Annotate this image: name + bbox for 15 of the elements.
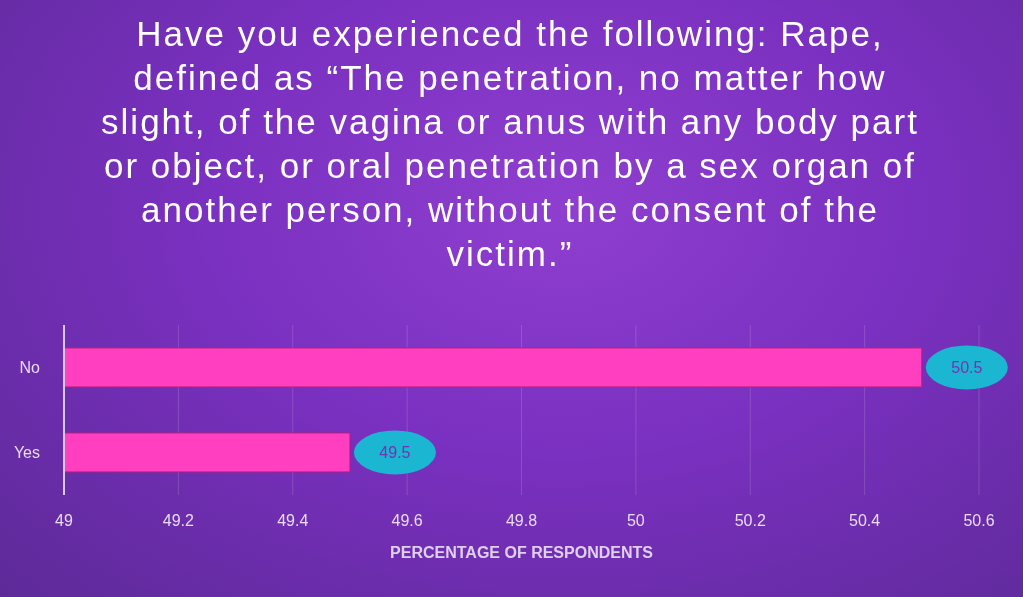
y-tick-label: No <box>19 359 41 377</box>
x-tick-label: 49.2 <box>162 512 195 530</box>
x-tick-label: 49.8 <box>505 512 538 530</box>
data-label: 49.5 <box>379 443 411 461</box>
x-tick-label: 50.6 <box>963 512 995 530</box>
data-label: 50.5 <box>951 358 983 376</box>
y-tick-label: Yes <box>13 444 40 462</box>
x-tick-label: 49 <box>55 512 73 530</box>
x-tick-label: 50.2 <box>734 512 766 530</box>
chart-title: Have you experienced the following: Rape, defined as “The penetration, no matter how slight, of the vagina or anus with any body part or object, or oral penetration by a sex organ of another person, without the consent of the victim.” <box>100 13 920 275</box>
x-tick-label: 49.4 <box>277 512 309 530</box>
x-tick-label: 49.6 <box>391 512 423 530</box>
x-axis-title: PERCENTAGE OF RESPONDENTS <box>390 544 654 561</box>
x-tick-label: 50.4 <box>849 512 881 530</box>
x-tick-label: 50 <box>626 512 645 530</box>
